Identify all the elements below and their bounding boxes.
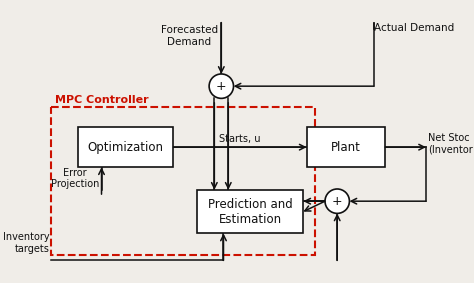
Bar xyxy=(197,190,303,233)
Text: Net Stoc
(Inventor: Net Stoc (Inventor xyxy=(428,133,473,155)
Text: MPC Controller: MPC Controller xyxy=(55,95,148,105)
Text: Starts, u: Starts, u xyxy=(219,134,261,144)
Text: Plant: Plant xyxy=(331,141,361,154)
Text: Forecasted
Demand: Forecasted Demand xyxy=(161,25,218,47)
Text: Error
Projection: Error Projection xyxy=(51,168,99,189)
Text: Optimization: Optimization xyxy=(88,141,164,154)
Bar xyxy=(78,127,173,167)
Text: +: + xyxy=(332,195,343,208)
Text: +: + xyxy=(216,80,227,93)
Text: Actual Demand: Actual Demand xyxy=(374,23,454,33)
Bar xyxy=(307,127,385,167)
Circle shape xyxy=(325,189,349,213)
Text: Prediction and
Estimation: Prediction and Estimation xyxy=(208,198,292,226)
Text: Inventory
targets: Inventory targets xyxy=(3,232,50,254)
Circle shape xyxy=(209,74,234,98)
Bar xyxy=(51,107,315,255)
